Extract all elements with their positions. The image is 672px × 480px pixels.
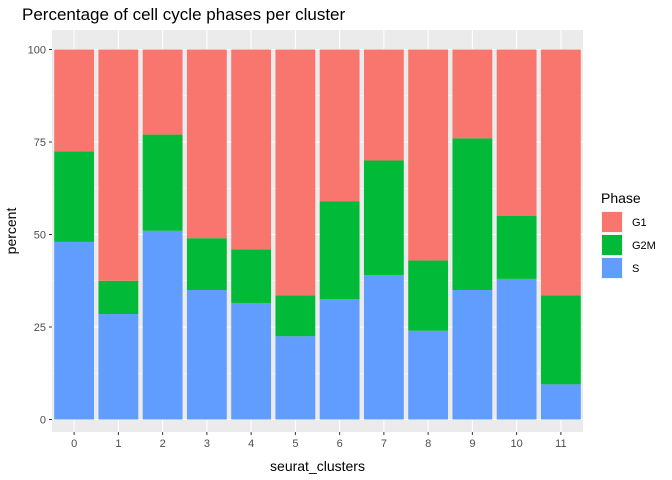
- bar-g1-cluster-6: [319, 49, 360, 202]
- bar-g1-cluster-0: [54, 49, 95, 152]
- x-tick-label: 4: [248, 438, 254, 450]
- bar-s-cluster-7: [363, 275, 404, 420]
- legend-swatch-g1: [602, 212, 622, 232]
- legend: Phase G1 G2M S: [601, 190, 656, 279]
- bar-g1-cluster-4: [231, 49, 272, 250]
- bar-g2m-cluster-5: [275, 295, 316, 337]
- bar-g1-cluster-9: [452, 49, 493, 139]
- legend-label-s: S: [632, 263, 639, 275]
- bar-s-cluster-0: [54, 241, 95, 420]
- legend-swatch-s: [602, 258, 622, 278]
- bar-s-cluster-4: [231, 302, 272, 420]
- bar-g2m-cluster-3: [186, 238, 227, 290]
- bar-g1-cluster-3: [186, 49, 227, 239]
- chart-title: Percentage of cell cycle phases per clus…: [22, 5, 346, 24]
- x-tick-label: 1: [115, 438, 121, 450]
- y-tick-label: 75: [34, 137, 46, 149]
- x-tick-label: 9: [469, 438, 475, 450]
- y-tick-label: 50: [34, 230, 46, 242]
- y-tick-label: 100: [28, 45, 46, 57]
- x-axis-title: seurat_clusters: [270, 458, 365, 474]
- bar-g2m-cluster-8: [408, 260, 449, 331]
- bar-g2m-cluster-10: [496, 216, 537, 279]
- bar-g2m-cluster-7: [363, 160, 404, 276]
- x-tick-label: 7: [381, 438, 387, 450]
- bar-g1-cluster-5: [275, 49, 316, 296]
- legend-label-g2m: G2M: [632, 240, 656, 252]
- bar-s-cluster-6: [319, 299, 360, 420]
- bar-g2m-cluster-4: [231, 249, 272, 303]
- x-tick-label: 2: [160, 438, 166, 450]
- bar-g1-cluster-1: [98, 49, 139, 281]
- y-axis: 0 25 50 75 100: [28, 45, 52, 427]
- x-tick-label: 0: [71, 438, 77, 450]
- bar-g2m-cluster-2: [142, 134, 183, 231]
- x-tick-label: 10: [511, 438, 523, 450]
- legend-label-g1: G1: [632, 217, 647, 229]
- x-tick-label: 5: [292, 438, 298, 450]
- legend-swatch-g2m: [602, 235, 622, 255]
- bar-s-cluster-8: [408, 330, 449, 420]
- x-tick-label: 6: [337, 438, 343, 450]
- legend-title: Phase: [601, 190, 641, 206]
- plot-panel: [52, 30, 583, 432]
- bar-s-cluster-2: [142, 230, 183, 420]
- bar-g1-cluster-11: [540, 49, 581, 296]
- x-axis: 0 1 2 3 4 5 6 7 8 9 10 11: [71, 432, 567, 450]
- y-tick-label: 25: [34, 322, 46, 334]
- bar-g1-cluster-8: [408, 49, 449, 261]
- x-tick-label: 3: [204, 438, 210, 450]
- bar-g1-cluster-2: [142, 49, 183, 135]
- x-tick-label: 11: [555, 438, 566, 450]
- bar-s-cluster-9: [452, 290, 493, 420]
- bar-s-cluster-3: [186, 290, 227, 420]
- bar-s-cluster-11: [540, 384, 581, 420]
- bar-s-cluster-5: [275, 336, 316, 420]
- bar-g2m-cluster-11: [540, 295, 581, 385]
- bar-g2m-cluster-0: [54, 151, 95, 242]
- bar-g2m-cluster-6: [319, 201, 360, 300]
- bars: [54, 49, 581, 420]
- y-axis-title: percent: [3, 208, 19, 255]
- bar-s-cluster-10: [496, 278, 537, 420]
- bar-g2m-cluster-9: [452, 138, 493, 290]
- y-tick-label: 0: [40, 415, 46, 427]
- x-tick-label: 8: [425, 438, 431, 450]
- bar-g1-cluster-7: [363, 49, 404, 161]
- bar-g2m-cluster-1: [98, 280, 139, 315]
- bar-g1-cluster-10: [496, 49, 537, 216]
- bar-s-cluster-1: [98, 314, 139, 420]
